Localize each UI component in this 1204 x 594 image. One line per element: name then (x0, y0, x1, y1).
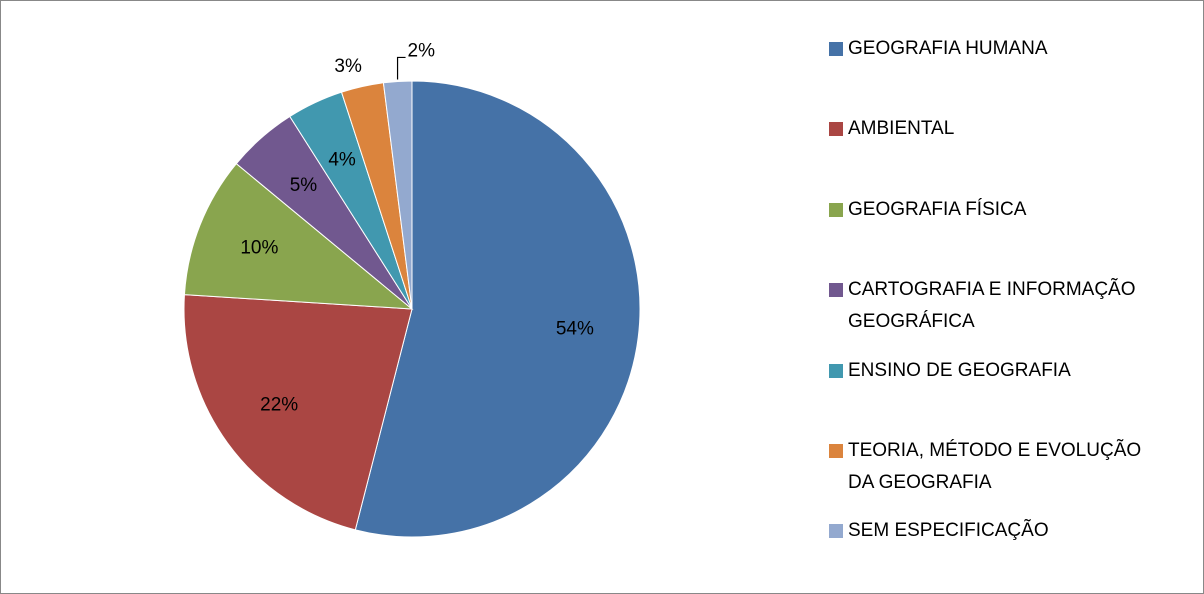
legend-swatch (829, 283, 843, 298)
pie-slice (183, 294, 413, 531)
data-label: 22% (260, 395, 298, 416)
legend-item: TEORIA, MÉTODO E EVOLUÇÃO DA GEOGRAFIA (829, 435, 1169, 499)
legend-swatch (829, 363, 843, 378)
legend-item: AMBIENTAL (829, 113, 1169, 145)
pie-slice (382, 80, 413, 310)
legend-swatch (829, 444, 843, 458)
legend-item: ENSINO DE GEOGRAFIA (829, 355, 1169, 387)
legend-swatch (829, 524, 843, 539)
legend-item: CARTOGRAFIA E INFORMAÇÃO GEOGRÁFICA (829, 274, 1169, 338)
legend-label: AMBIENTAL (848, 118, 955, 140)
legend-item: GEOGRAFIA FÍSICA (829, 194, 1169, 226)
pie-slice (354, 80, 641, 538)
data-label: 5% (290, 175, 318, 196)
legend-item: SEM ESPECIFICAÇÃO (829, 515, 1169, 547)
legend-swatch (829, 42, 843, 56)
legend-label: CARTOGRAFIA E INFORMAÇÃO GEOGRÁFICA (848, 279, 1136, 333)
leader-line (396, 56, 406, 80)
legend-swatch (829, 202, 843, 217)
legend-item: GEOGRAFIA HUMANA (829, 33, 1169, 65)
pie-slice (183, 162, 414, 310)
legend-label: GEOGRAFIA FÍSICA (848, 198, 1027, 220)
data-label: 2% (408, 40, 436, 61)
legend-label: SEM ESPECIFICAÇÃO (848, 520, 1049, 542)
legend-label: GEOGRAFIA HUMANA (848, 38, 1048, 59)
legend-label: ENSINO DE GEOGRAFIA (848, 359, 1071, 381)
data-label: 4% (328, 149, 356, 170)
data-label: 3% (334, 56, 362, 77)
data-label: 10% (240, 238, 278, 259)
legend-swatch (829, 122, 843, 137)
legend-label: TEORIA, MÉTODO E EVOLUÇÃO DA GEOGRAFIA (848, 440, 1142, 493)
data-label: 54% (556, 319, 594, 340)
